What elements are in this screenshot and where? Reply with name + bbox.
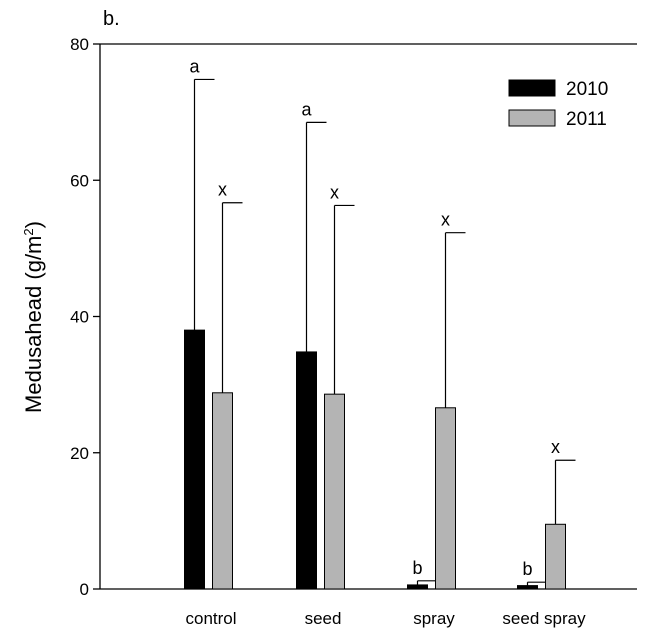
y-axis-label-superscript: 2: [21, 228, 36, 235]
significance-letter: a: [301, 99, 312, 119]
bar-2011-seed-spray: [545, 523, 566, 590]
significance-letter: b: [412, 558, 422, 578]
legend-label-2010: 2010: [566, 79, 608, 100]
bar-2010-control: [184, 329, 205, 590]
significance-letter: x: [218, 180, 227, 200]
bar-2010-spray: [407, 584, 428, 590]
legend-swatch-2010: [508, 79, 556, 97]
x-tick-label: control: [185, 609, 236, 628]
y-tick-label: 60: [70, 171, 89, 190]
y-tick-label: 0: [80, 580, 89, 599]
x-tick-label: seed spray: [502, 609, 586, 628]
y-axis-label-main: Medusahead (g/m: [21, 236, 46, 413]
plot-area: 0 20 40 60 80 a x control a x seed b x spray b x seed sp…: [70, 35, 637, 628]
significance-letter: x: [441, 210, 450, 230]
legend-swatch-2011: [508, 109, 556, 127]
bar-2011-seed: [324, 393, 345, 590]
bar-2010-seed-spray: [517, 585, 538, 590]
svg-text:Medusahead (g/m2): Medusahead (g/m2): [21, 221, 46, 413]
bar-2011-spray: [435, 407, 456, 590]
significance-letter: x: [330, 182, 339, 202]
significance-letter: x: [551, 437, 560, 457]
x-tick-label: spray: [413, 609, 455, 628]
panel-label: b.: [103, 8, 120, 30]
significance-letter: a: [189, 56, 200, 76]
y-tick-label: 20: [70, 444, 89, 463]
significance-letter: b: [522, 559, 532, 579]
legend-label-2011: 2011: [566, 109, 607, 130]
bar-2010-seed: [296, 351, 317, 590]
y-tick-label: 80: [70, 35, 89, 54]
y-tick-label: 40: [70, 308, 89, 327]
y-axis-label-end: ): [21, 221, 46, 228]
bar-2011-control: [212, 392, 233, 590]
y-axis-label: Medusahead (g/m2): [21, 221, 46, 413]
x-tick-label: seed: [305, 609, 342, 628]
